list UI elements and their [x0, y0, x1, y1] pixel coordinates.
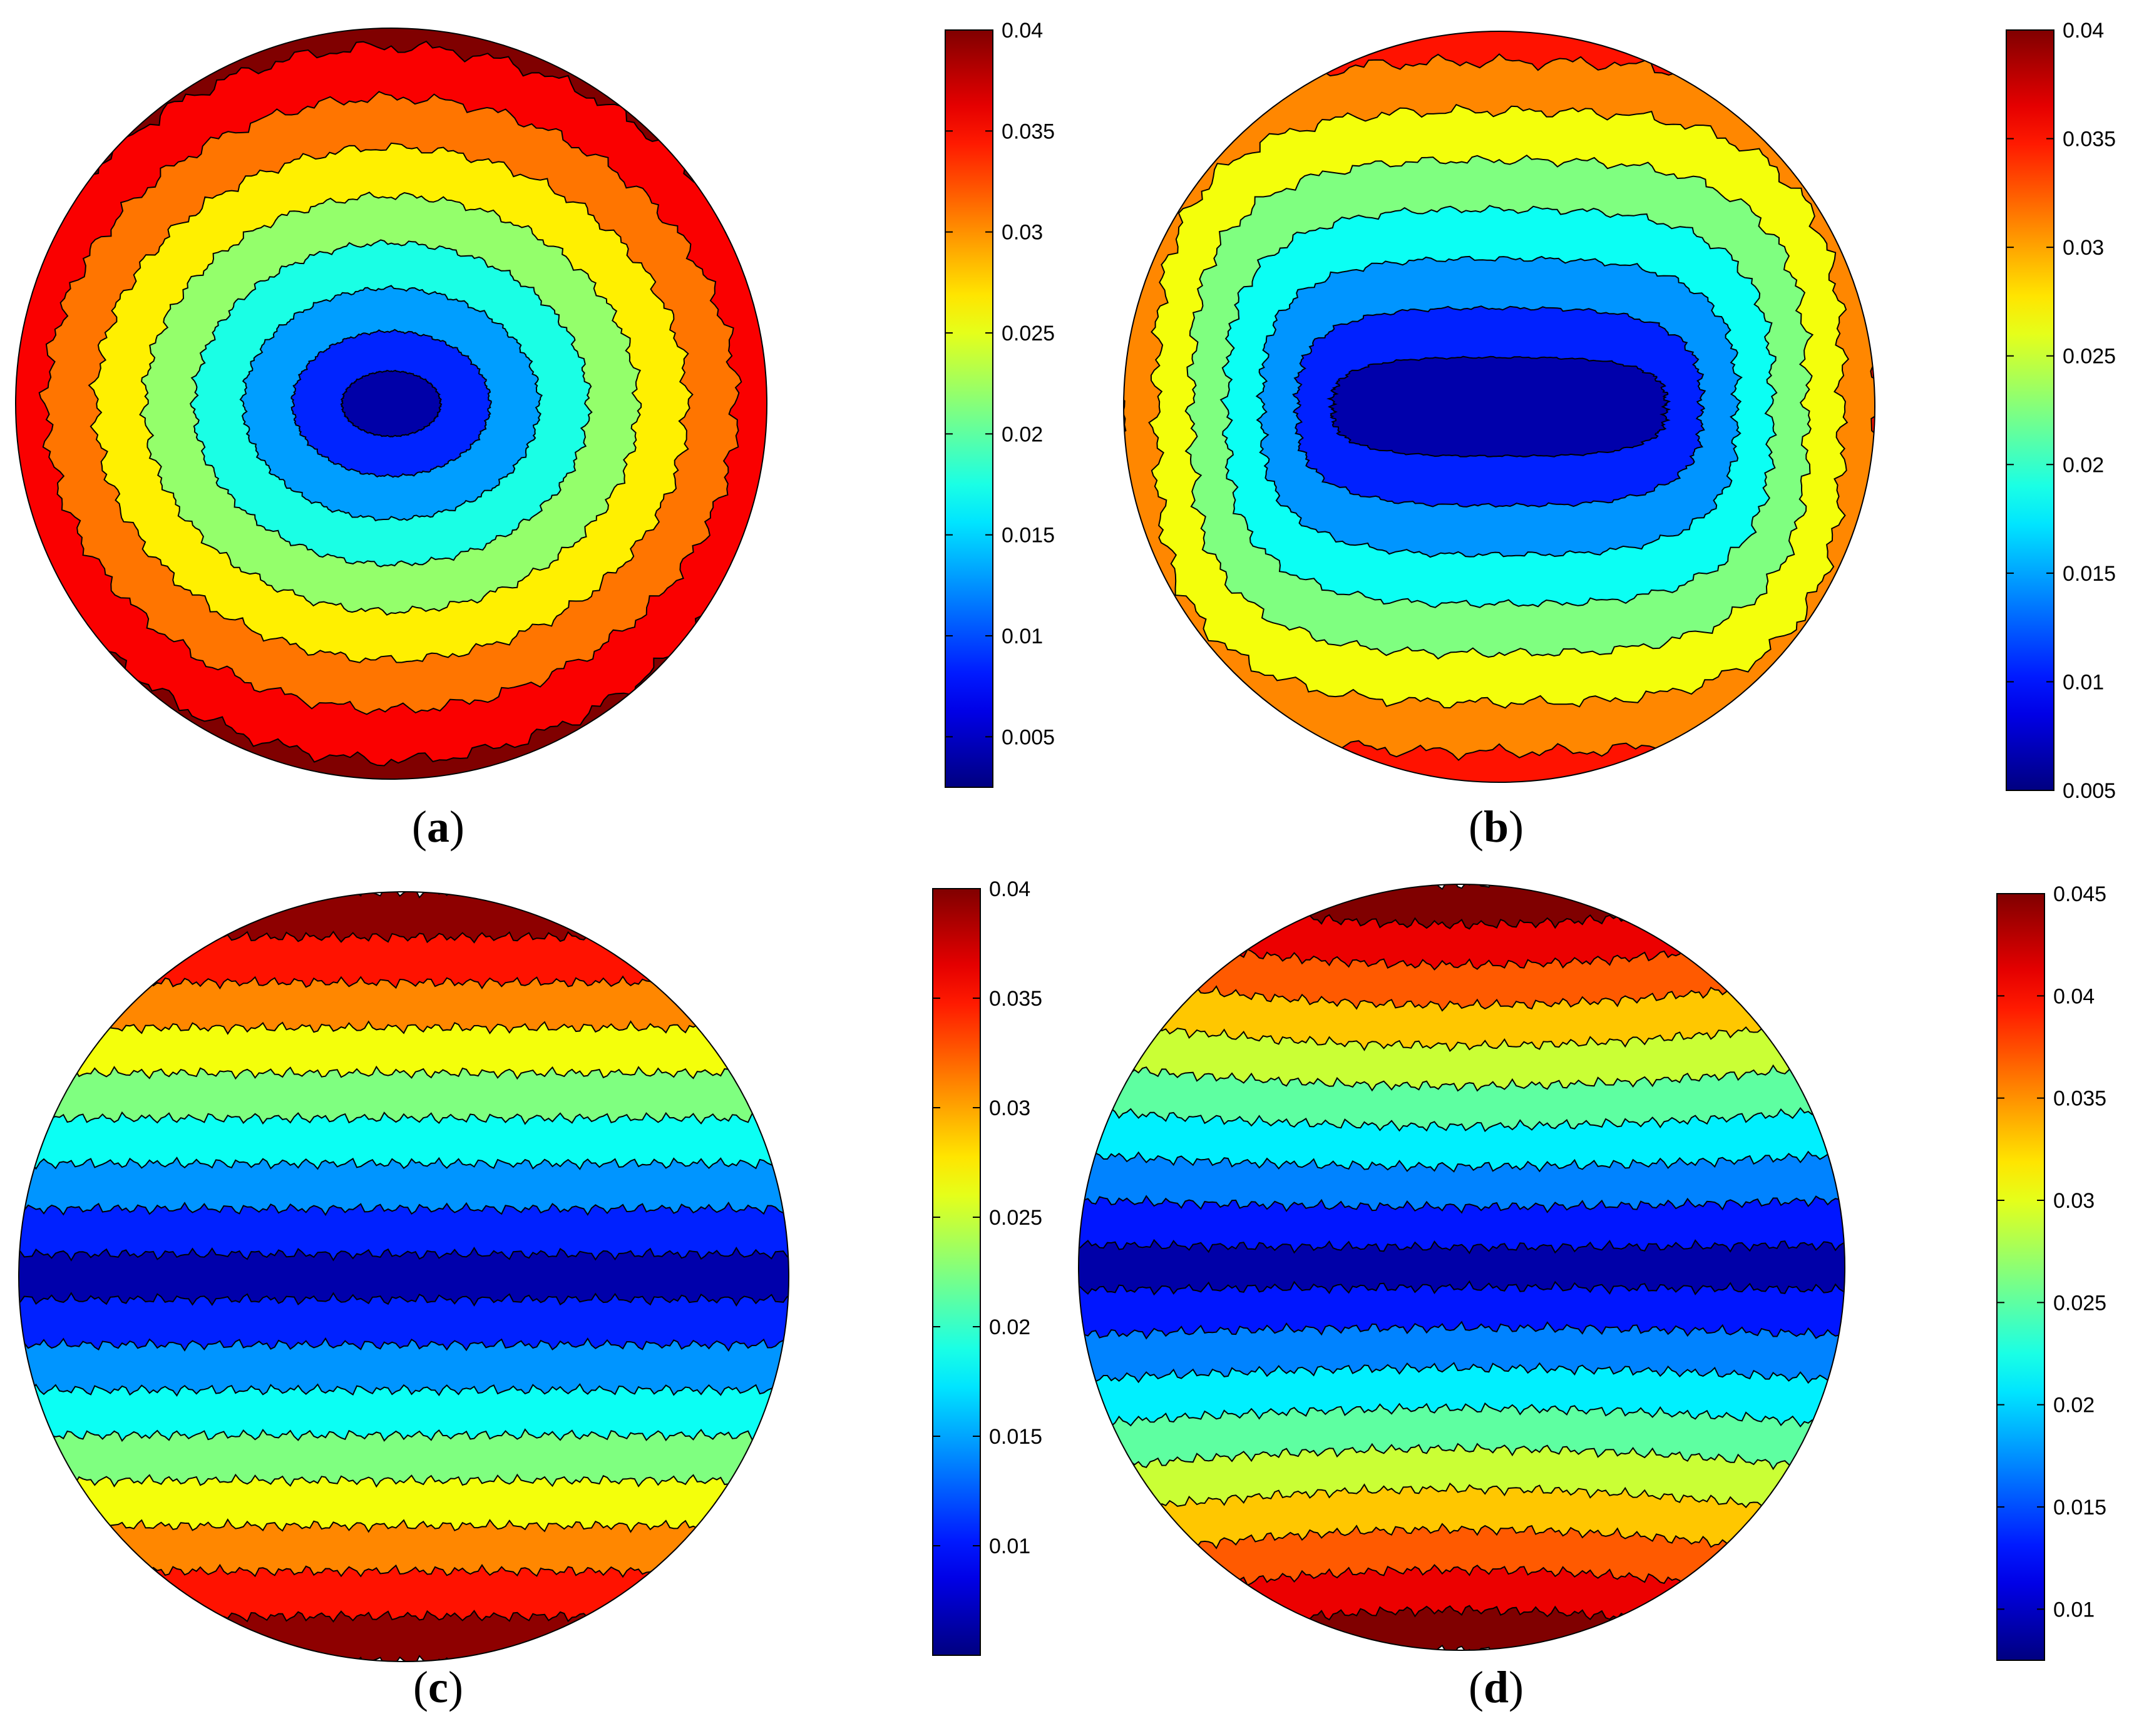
contour-band-b-0 [1326, 355, 1671, 457]
panel-label-c: (c) [413, 1662, 463, 1712]
contour-plot-c: 0.01 0.015 0.02 0.025 0.03 0.035 0.04 [18, 877, 1042, 1662]
contour-bands-d [1079, 884, 1845, 1650]
disk-outline-d [1078, 884, 1845, 1651]
colorbar-tick-label-b: 0.015 [2063, 562, 2116, 586]
colorbar-tick-label-b: 0.035 [2063, 128, 2116, 151]
colorbar-tick-label-d: 0.015 [2053, 1496, 2106, 1519]
colorbar-tick-label-a: 0.015 [1002, 524, 1055, 548]
colorbar-tick-label-c: 0.035 [989, 987, 1042, 1011]
contour-plot-b: 0.005 0.01 0.015 0.02 0.025 0.03 0.035 0.04 [1123, 19, 2116, 801]
colorbar-tick-label-d: 0.025 [2053, 1291, 2106, 1315]
colorbar-tick-label-c: 0.015 [989, 1425, 1042, 1449]
colorbar-tick-label-b: 0.04 [2063, 19, 2104, 43]
contour-band-c-0 [19, 1246, 789, 1307]
colorbar-tick-label-a: 0.035 [1002, 120, 1055, 143]
disk-outline-a [15, 28, 767, 780]
colorbar-tick-label-a: 0.01 [1002, 625, 1043, 648]
colorbar-tick-label-c: 0.03 [989, 1096, 1030, 1120]
colorbar-tick-label-c: 0.01 [989, 1534, 1030, 1558]
contour-band-a-0 [340, 369, 443, 437]
panel-b: 0.005 0.01 0.015 0.02 0.025 0.03 0.035 0.04 [1064, 0, 2139, 801]
colorbar-d [1996, 893, 2045, 1661]
contour-bands-b [1124, 31, 1875, 782]
colorbar-tick-label-b: 0.01 [2063, 670, 2104, 694]
panel-label-a: (a) [412, 802, 464, 852]
colorbar-b [2006, 29, 2054, 791]
colorbar-tick-label-b: 0.03 [2063, 236, 2104, 260]
contour-bands-a [16, 28, 767, 779]
contour-plot-d: 0.01 0.015 0.02 0.025 0.03 0.035 0.04 0.045 [1078, 882, 2106, 1661]
colorbar-c [932, 888, 981, 1656]
contour-plot-a: 0.005 0.01 0.015 0.02 0.025 0.03 0.035 0.04 [15, 19, 1055, 788]
colorbar-tick-label-a: 0.03 [1002, 221, 1043, 245]
contour-bands-c [19, 892, 789, 1662]
colorbar-tick-label-d: 0.03 [2053, 1189, 2095, 1213]
colorbar-tick-label-b: 0.005 [2063, 779, 2116, 801]
colorbar-tick-label-b: 0.02 [2063, 453, 2104, 477]
panel-label-d: (d) [1468, 1662, 1524, 1712]
colorbar-tick-label-c: 0.02 [989, 1315, 1030, 1339]
colorbar-tick-label-a: 0.04 [1002, 19, 1043, 43]
disk-outline-c [18, 891, 789, 1662]
colorbar-tick-label-c: 0.025 [989, 1206, 1042, 1230]
panel-c: 0.01 0.015 0.02 0.025 0.03 0.035 0.04 [0, 870, 1064, 1677]
colorbar-tick-label-d: 0.045 [2053, 882, 2106, 906]
colorbar-tick-label-c: 0.04 [989, 877, 1030, 901]
colorbar-tick-label-a: 0.02 [1002, 422, 1043, 446]
contour-band-d-0 [1079, 1238, 1845, 1296]
colorbar-tick-label-a: 0.025 [1002, 322, 1055, 345]
colorbar-tick-label-b: 0.025 [2063, 345, 2116, 369]
disk-outline-b [1123, 31, 1875, 783]
colorbar-tick-label-d: 0.04 [2053, 984, 2095, 1008]
colorbar-tick-label-d: 0.035 [2053, 1087, 2106, 1111]
panel-d: 0.01 0.015 0.02 0.025 0.03 0.035 0.04 0.045 [1064, 870, 2139, 1677]
colorbar-tick-label-a: 0.005 [1002, 725, 1055, 749]
colorbar-a [945, 29, 993, 788]
colorbar-tick-label-d: 0.02 [2053, 1394, 2095, 1417]
panel-a: 0.005 0.01 0.015 0.02 0.025 0.03 0.035 0.04 [0, 0, 1064, 801]
colorbar-tick-label-d: 0.01 [2053, 1598, 2095, 1621]
panel-label-b: (b) [1468, 802, 1524, 852]
